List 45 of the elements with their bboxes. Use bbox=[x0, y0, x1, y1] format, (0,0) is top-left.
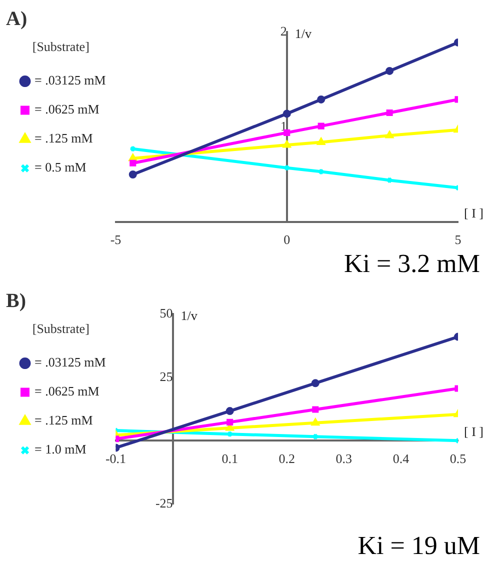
y-tick-label: -25 bbox=[155, 495, 173, 510]
point bbox=[386, 66, 394, 75]
y-tick-label: 50 bbox=[160, 305, 173, 320]
point bbox=[128, 170, 137, 178]
legend-title: [Substrate] bbox=[32, 39, 90, 54]
y-tick-label: 2 bbox=[280, 23, 287, 38]
point bbox=[130, 160, 136, 166]
point bbox=[226, 430, 234, 438]
x-axis-title: [ I ] bbox=[464, 424, 484, 440]
x-tick-label: 0.4 bbox=[392, 450, 410, 466]
legend-title: [Substrate] bbox=[32, 321, 90, 336]
legend-label: = 1.0 mM bbox=[34, 442, 87, 457]
legend-label: = .03125 mM bbox=[34, 72, 106, 88]
legend-label: = 0.5 mM bbox=[34, 160, 87, 175]
point bbox=[226, 418, 234, 426]
legend-label: = .0625 mM bbox=[34, 384, 100, 399]
x-tick-label: 0.2 bbox=[278, 450, 295, 466]
point bbox=[386, 109, 393, 116]
point bbox=[282, 110, 291, 118]
point bbox=[284, 129, 290, 136]
point bbox=[386, 176, 393, 184]
text: Ki = 3.2 mM bbox=[342, 248, 481, 280]
legend-label: = .0625 mM bbox=[34, 102, 100, 117]
y-axis-title: 1/v bbox=[180, 308, 198, 323]
x-axis-title: [ I ] bbox=[464, 205, 484, 220]
text: Ki = 19 uM bbox=[356, 530, 481, 562]
legend-label: = .03125 mM bbox=[34, 354, 106, 370]
chart-title: B) bbox=[6, 290, 26, 312]
point bbox=[318, 168, 324, 175]
x-tick-label: 5 bbox=[454, 232, 462, 248]
point bbox=[312, 433, 319, 440]
x-tick-label: 0.5 bbox=[450, 450, 466, 466]
x-tick-label: 0 bbox=[284, 232, 290, 248]
legend-label: = .125 mM bbox=[34, 130, 94, 146]
legend-label: = .125 mM bbox=[34, 412, 94, 428]
x-tick-label: 0.1 bbox=[222, 450, 238, 466]
point bbox=[284, 164, 290, 172]
x-tick-label: -0.1 bbox=[105, 450, 126, 466]
point bbox=[312, 406, 319, 413]
point bbox=[318, 122, 324, 130]
chart-title: A) bbox=[6, 8, 28, 30]
x-tick-label: 0.3 bbox=[336, 450, 352, 466]
point bbox=[317, 95, 326, 104]
x-tick-label: -5 bbox=[110, 232, 122, 248]
y-axis-title: 1/v bbox=[294, 26, 312, 41]
